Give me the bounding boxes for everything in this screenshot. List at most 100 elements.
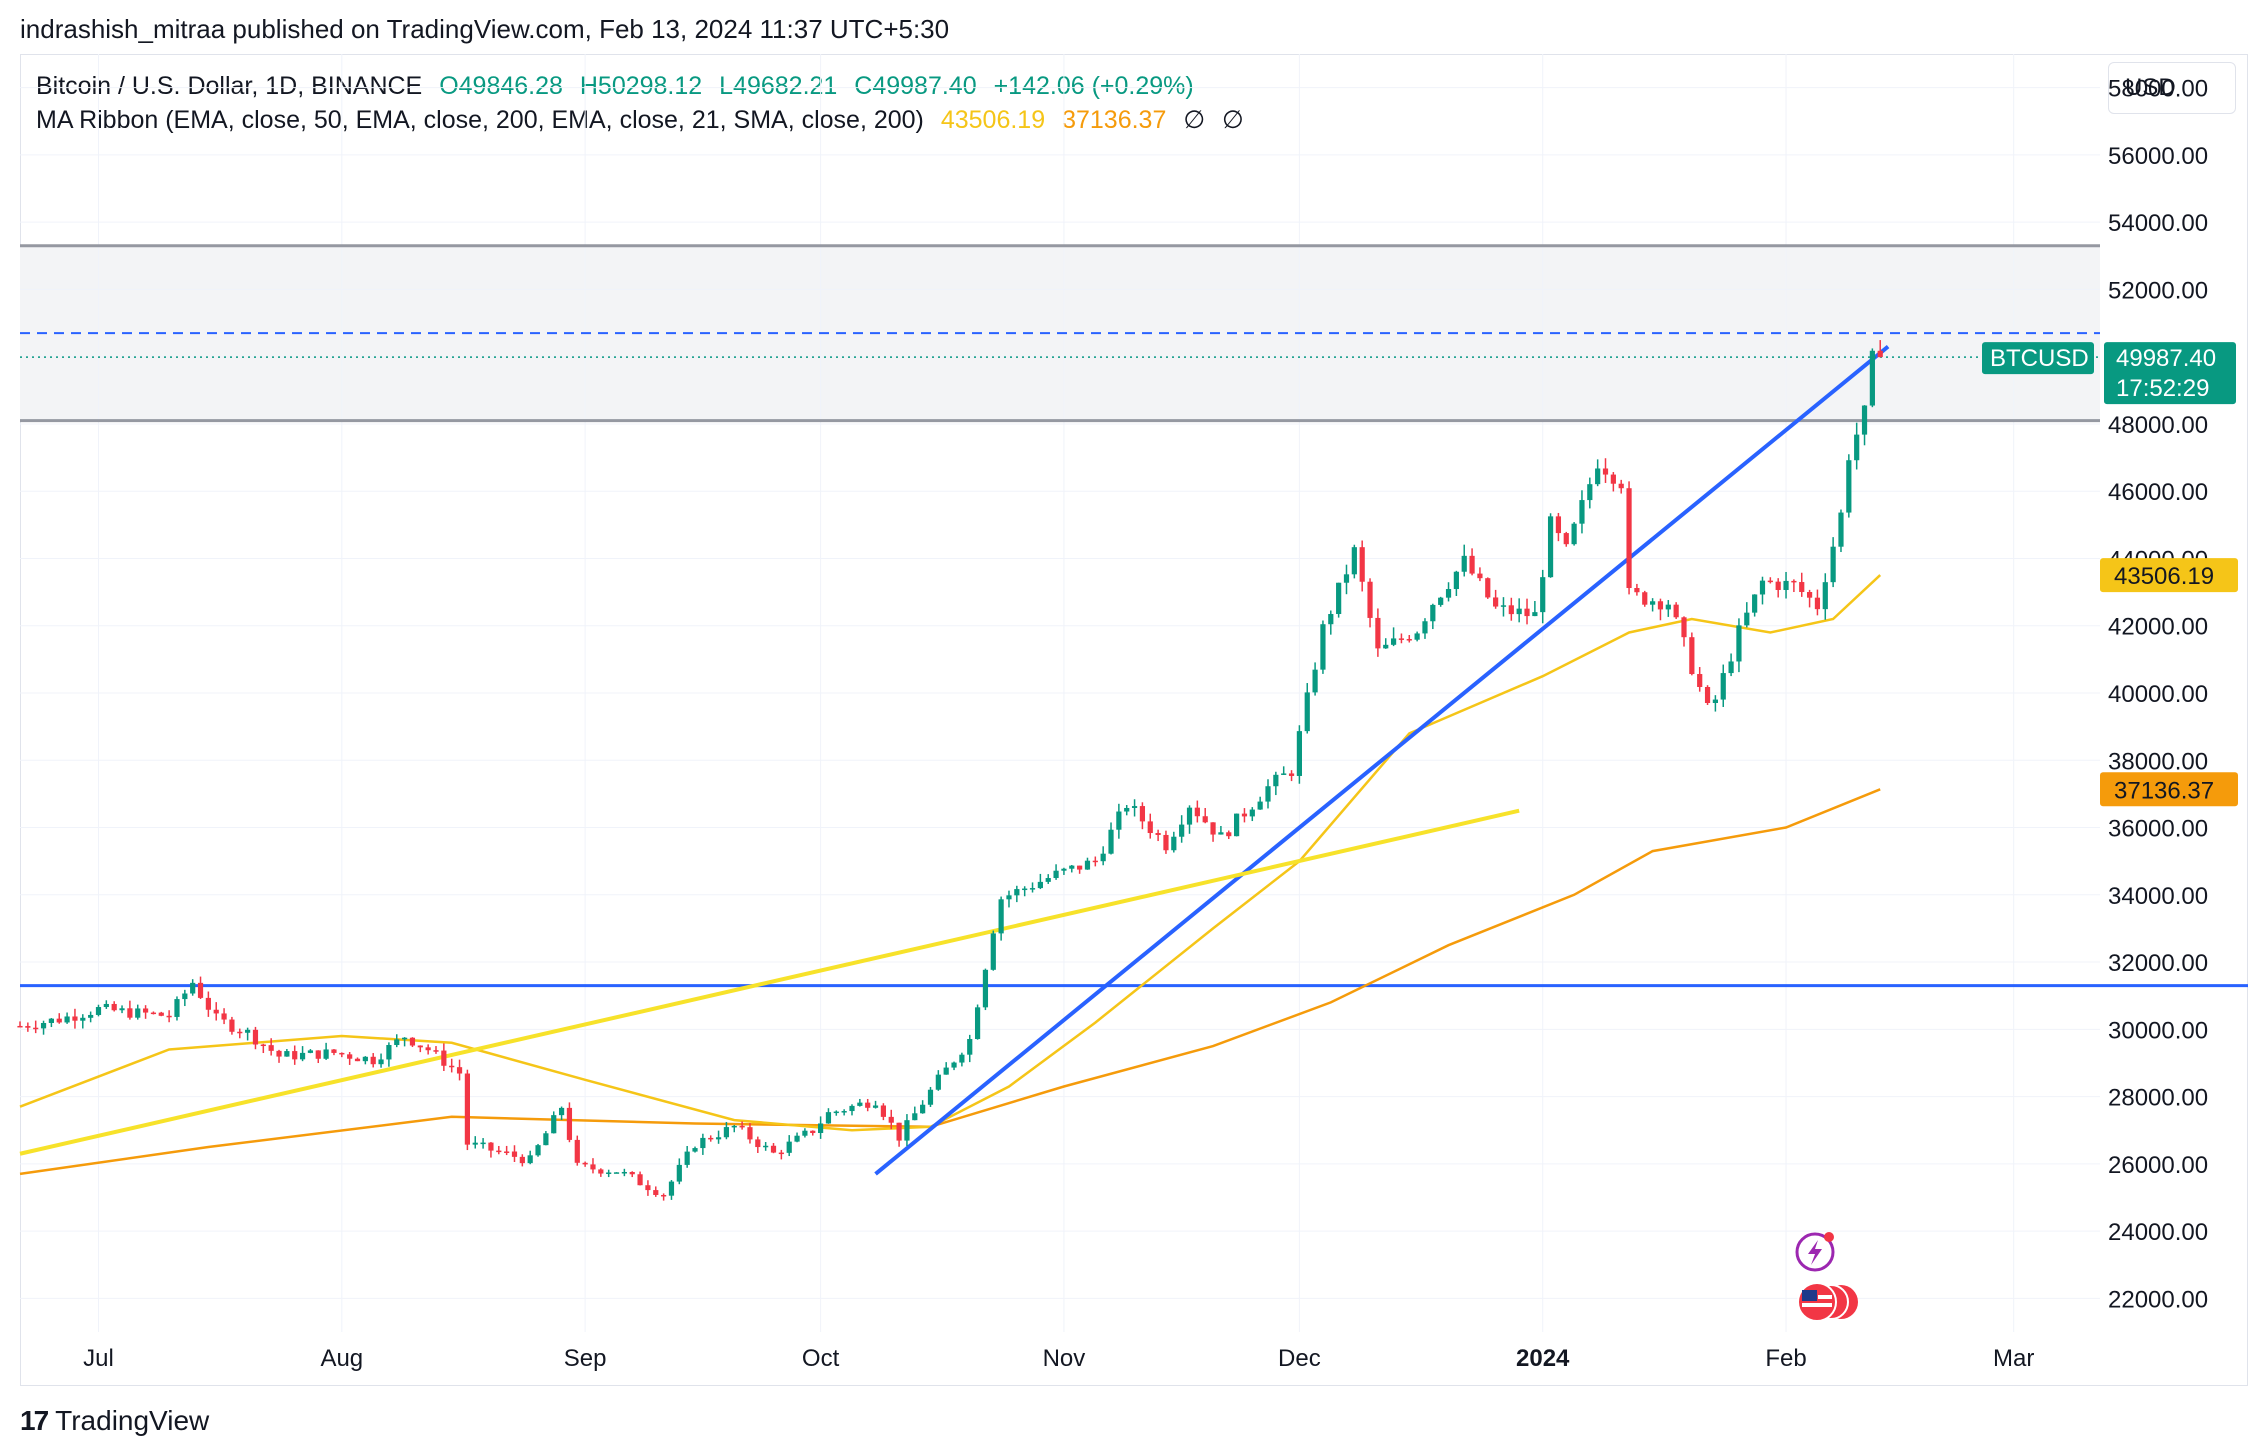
candle <box>990 930 996 971</box>
candle <box>433 1046 439 1054</box>
candle-body <box>1673 604 1679 618</box>
candle <box>425 1044 431 1055</box>
candle <box>1838 509 1844 553</box>
candle-body <box>763 1145 769 1148</box>
candle-body <box>174 999 180 1017</box>
candle <box>504 1145 510 1156</box>
candle <box>527 1150 533 1165</box>
candle-body <box>1383 644 1389 649</box>
y-tick-label: 30000.00 <box>2108 1017 2208 1044</box>
candle <box>676 1158 682 1185</box>
candle <box>1814 589 1821 616</box>
candle-body <box>504 1151 510 1153</box>
candle <box>551 1111 557 1134</box>
candle <box>1595 459 1601 487</box>
candle-body <box>558 1107 565 1116</box>
candle-body <box>1163 834 1169 851</box>
candle <box>88 1011 94 1023</box>
candle-body <box>841 1111 847 1113</box>
candle-body <box>1147 821 1153 834</box>
candle-body <box>527 1155 533 1164</box>
candle-body <box>347 1054 353 1059</box>
y-tick-label: 52000.00 <box>2108 277 2208 304</box>
candle <box>1398 633 1405 644</box>
candle-body <box>307 1050 314 1053</box>
candle <box>1508 597 1514 621</box>
candle-body <box>1375 617 1381 649</box>
candle <box>794 1132 800 1143</box>
candle <box>1186 805 1193 834</box>
ma-ribbon-title[interactable]: MA Ribbon (EMA, close, 50, EMA, close, 2… <box>36 106 924 134</box>
y-tick-label: 36000.00 <box>2108 816 2208 843</box>
candle-body <box>1728 661 1734 674</box>
symbol-tag-text: BTCUSD <box>1990 345 2089 372</box>
candle-body <box>1014 889 1020 896</box>
candle-body <box>268 1045 274 1051</box>
candle-body <box>182 993 188 1000</box>
candle <box>535 1143 541 1157</box>
candle-body <box>64 1016 70 1023</box>
candle-body <box>229 1019 235 1032</box>
candle <box>1171 831 1177 853</box>
symbol-tag <box>1982 342 2094 375</box>
candle <box>331 1049 337 1056</box>
candle <box>1634 583 1640 596</box>
candle <box>449 1058 455 1073</box>
candle-body <box>417 1045 423 1048</box>
candle-body <box>1642 592 1648 605</box>
ema200-line <box>19 788 1881 1176</box>
candle <box>1304 683 1310 734</box>
candle <box>417 1045 423 1053</box>
candle-body <box>1689 637 1695 675</box>
candle <box>1336 582 1342 618</box>
candle <box>1704 685 1711 706</box>
candle <box>1744 602 1750 628</box>
candle-body <box>1861 405 1868 435</box>
candle-body <box>1336 582 1342 615</box>
candle <box>1846 454 1852 518</box>
currency-button[interactable]: USD <box>2108 62 2236 114</box>
candle-body <box>1438 597 1444 605</box>
y-tick-label: 32000.00 <box>2108 950 2208 977</box>
candle-body <box>386 1045 392 1060</box>
us-flag-event-icon[interactable] <box>1797 1282 1858 1322</box>
candle <box>1610 472 1616 492</box>
candle <box>629 1171 635 1178</box>
candle <box>755 1136 761 1153</box>
candle <box>1351 544 1357 579</box>
candle-body <box>1854 434 1860 461</box>
candle <box>1045 874 1051 884</box>
candle-body <box>715 1137 722 1140</box>
candle <box>692 1146 698 1153</box>
candle-body <box>1226 832 1232 837</box>
candle <box>920 1100 926 1114</box>
footer-brand[interactable]: 17 TradingView <box>20 1405 209 1437</box>
candle <box>1516 598 1522 623</box>
brand-name: TradingView <box>55 1405 210 1436</box>
candle <box>237 1028 243 1039</box>
candle <box>661 1193 667 1201</box>
candle-body <box>1069 865 1075 869</box>
candle-body <box>927 1089 934 1105</box>
candle <box>1587 477 1593 509</box>
candle-body <box>692 1148 698 1152</box>
candle <box>888 1109 894 1130</box>
candle <box>1626 481 1632 595</box>
x-tick-label: Feb <box>1765 1345 1806 1372</box>
candle <box>802 1128 808 1138</box>
bolt-icon[interactable] <box>1795 1232 1835 1272</box>
candle-body <box>1736 625 1742 662</box>
candle-body <box>1131 806 1138 808</box>
candle-body <box>1752 594 1758 613</box>
candle-body <box>849 1105 855 1112</box>
candle <box>1210 822 1216 842</box>
candle <box>441 1043 447 1071</box>
symbol-name[interactable]: Bitcoin / U.S. Dollar, 1D, BINANCE <box>36 72 423 100</box>
candle-body <box>284 1051 290 1057</box>
candle <box>25 1022 31 1032</box>
candle <box>770 1143 777 1154</box>
candle <box>566 1102 573 1143</box>
candle <box>103 1000 109 1009</box>
candle <box>197 976 204 1000</box>
